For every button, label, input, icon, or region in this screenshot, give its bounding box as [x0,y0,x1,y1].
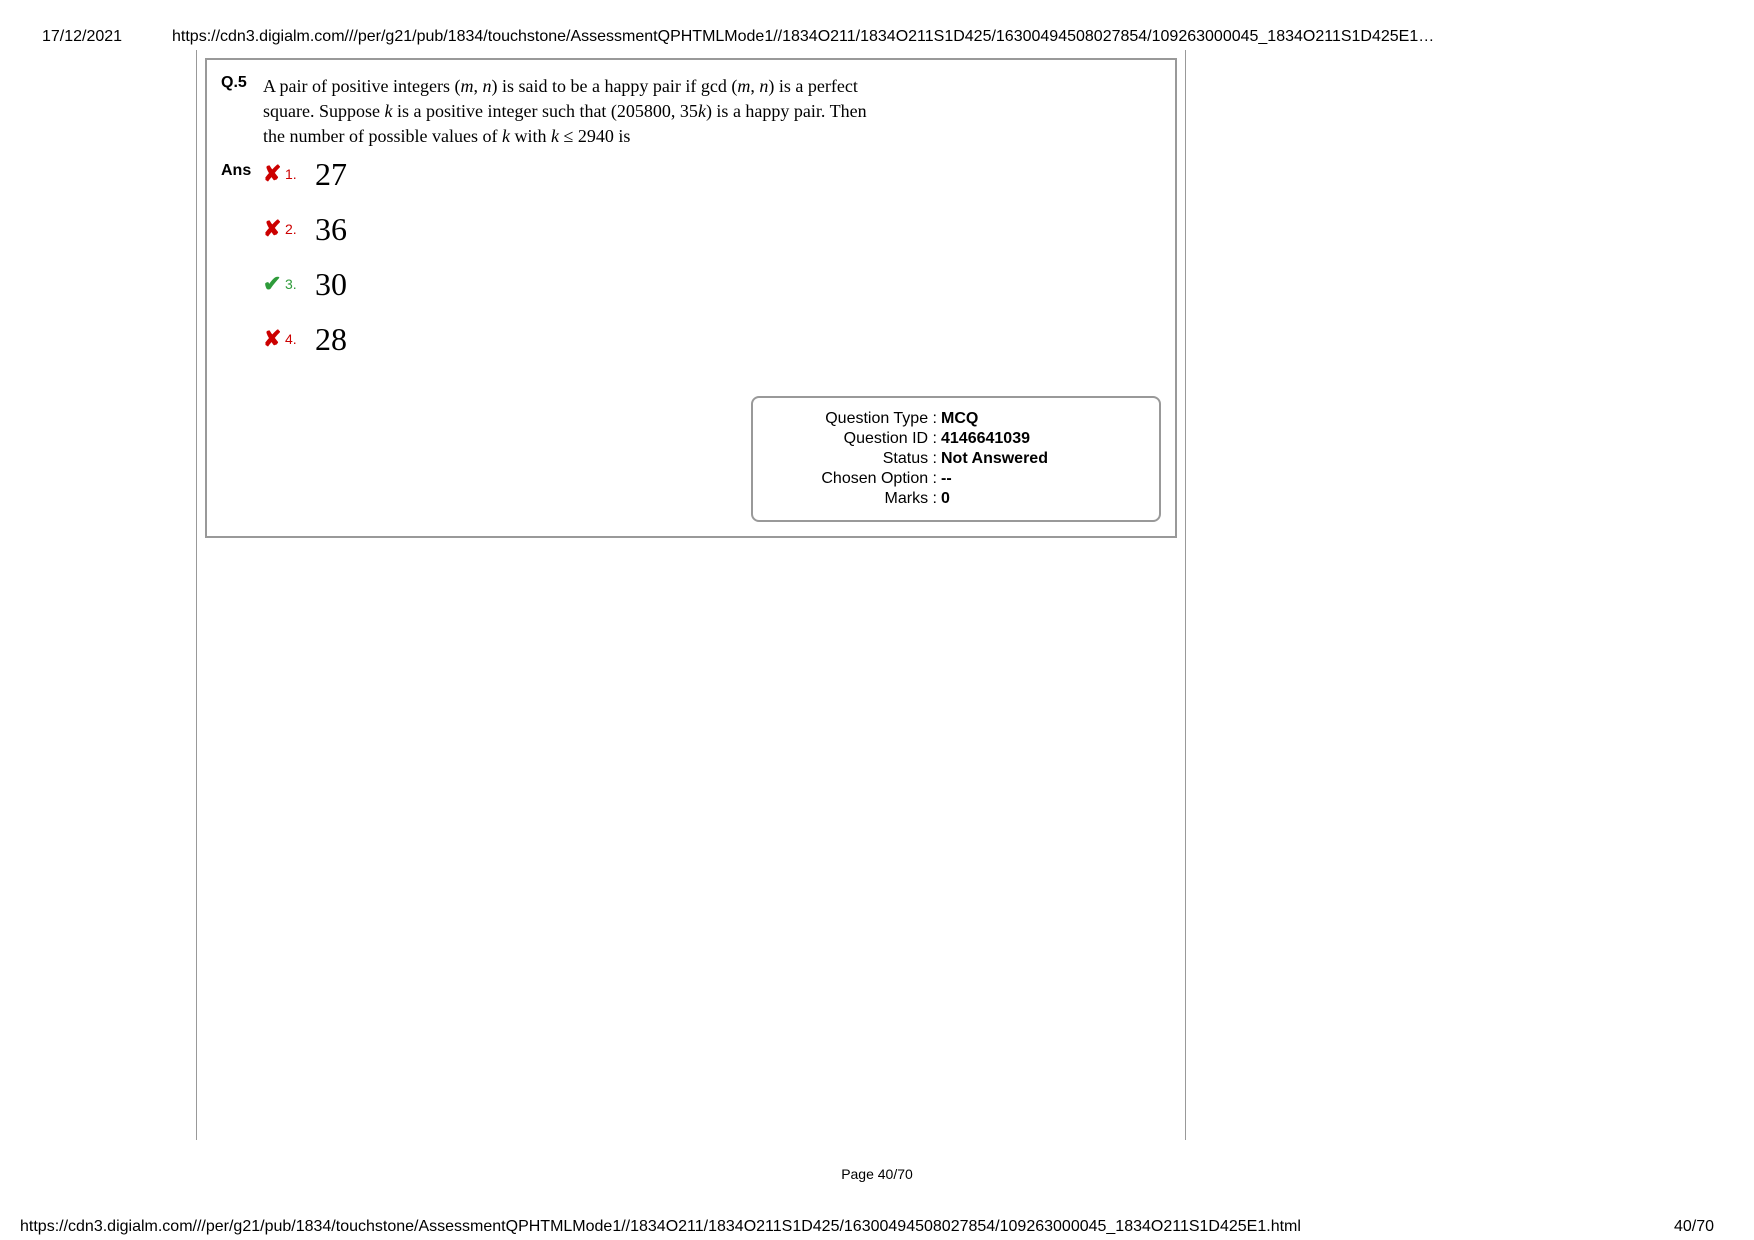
info-value: 0 [941,490,950,508]
info-value: MCQ [941,410,978,428]
page-counter: 40/70 [1674,1218,1714,1236]
check-icon: ✔ [263,271,285,297]
info-label: Marks : [767,490,941,508]
print-date: 17/12/2021 [42,28,122,46]
question-box: Q.5 A pair of positive integers (m, n) i… [205,58,1177,538]
option-number: 3. [285,276,309,292]
cross-icon: ✘ [263,161,285,187]
url-top: https://cdn3.digialm.com///per/g21/pub/1… [172,28,1434,46]
question-row: Q.5 A pair of positive integers (m, n) i… [221,74,1161,150]
page-number: Page 40/70 [0,1166,1754,1182]
option-value: 28 [309,321,347,358]
question-info-box: Question Type :MCQQuestion ID :414664103… [751,396,1161,522]
option-value: 36 [309,211,347,248]
option-row: ✘4.28 [263,321,347,358]
option-number: 1. [285,166,309,182]
option-number: 2. [285,221,309,237]
options-list: ✘1.27✘2.36✔3.30✘4.28 [263,150,347,376]
url-bottom: https://cdn3.digialm.com///per/g21/pub/1… [20,1218,1301,1236]
cross-icon: ✘ [263,326,285,352]
cross-icon: ✘ [263,216,285,242]
info-value: -- [941,470,952,488]
question-text: A pair of positive integers (m, n) is sa… [263,74,867,150]
info-label: Question Type : [767,410,941,428]
option-number: 4. [285,331,309,347]
info-label: Question ID : [767,430,941,448]
info-value: 4146641039 [941,430,1030,448]
info-row: Question Type :MCQ [767,410,1145,428]
answers-row: Ans ✘1.27✘2.36✔3.30✘4.28 [221,150,1161,376]
option-row: ✘2.36 [263,211,347,248]
option-row: ✘1.27 [263,156,347,193]
option-value: 30 [309,266,347,303]
info-row: Question ID :4146641039 [767,430,1145,448]
option-value: 27 [309,156,347,193]
info-value: Not Answered [941,450,1048,468]
option-row: ✔3.30 [263,266,347,303]
question-number: Q.5 [221,74,263,92]
info-row: Status :Not Answered [767,450,1145,468]
info-row: Chosen Option :-- [767,470,1145,488]
info-label: Status : [767,450,941,468]
info-row: Marks :0 [767,490,1145,508]
content-frame: Q.5 A pair of positive integers (m, n) i… [196,50,1186,1140]
info-label: Chosen Option : [767,470,941,488]
answer-label: Ans [221,150,263,180]
